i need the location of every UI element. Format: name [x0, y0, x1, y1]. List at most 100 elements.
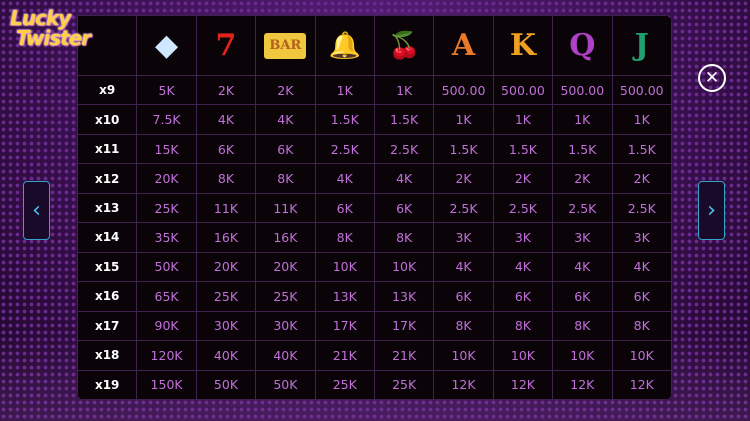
payout-row: x17 90K 30K 30K 17K 17K 8K 8K 8K 8K [77, 310, 672, 342]
payout-value: 2K [492, 163, 554, 194]
payout-row: x9 5K 2K 2K 1K 1K 500.00 500.00 500.00 500.00 [77, 74, 672, 106]
payout-value: 6K [255, 133, 316, 165]
payout-value: 8K [433, 310, 494, 342]
match-count-label: x15 [77, 251, 138, 283]
close-button[interactable]: ✕ [698, 64, 726, 92]
payout-value: 3K [492, 222, 554, 253]
payout-value: 10K [314, 251, 375, 283]
payout-value: 1K [611, 104, 672, 135]
payout-value: 2.5K [373, 133, 435, 165]
payout-value: 3K [552, 222, 613, 253]
match-count-label: x9 [77, 74, 138, 106]
payout-value: 15K [136, 133, 197, 165]
payout-value: 11K [255, 192, 316, 224]
payout-value: 2.5K [314, 133, 375, 165]
payout-value: 2.5K [433, 192, 494, 224]
Q-symbol-icon: Q [569, 27, 596, 63]
payout-value: 4K [255, 104, 316, 135]
payout-value: 1K [433, 104, 494, 135]
payout-value: 25K [195, 281, 257, 312]
match-count-label: x18 [77, 340, 138, 371]
payout-value: 500.00 [611, 74, 672, 106]
symbol-header-diamond: ◆ [136, 15, 197, 76]
payout-value: 8K [552, 310, 613, 342]
payout-value: 10K [373, 251, 435, 283]
payout-value: 13K [373, 281, 435, 312]
payout-value: 12K [552, 369, 613, 400]
symbol-header-cherries: 🍒 [373, 15, 435, 76]
payout-value: 8K [492, 310, 554, 342]
payout-value: 7.5K [136, 104, 197, 135]
payout-value: 50K [136, 251, 197, 283]
payout-value: 4K [195, 104, 257, 135]
payout-value: 4K [314, 163, 375, 194]
payout-value: 2K [611, 163, 672, 194]
payout-row: x15 50K 20K 20K 10K 10K 4K 4K 4K 4K [77, 251, 672, 283]
seven-symbol-icon: 7 [215, 27, 237, 63]
payout-value: 500.00 [433, 74, 494, 106]
payout-value: 1.5K [611, 133, 672, 165]
payout-row: x12 20K 8K 8K 4K 4K 2K 2K 2K 2K [77, 163, 672, 194]
payout-value: 30K [195, 310, 257, 342]
payout-row: x14 35K 16K 16K 8K 8K 3K 3K 3K 3K [77, 222, 672, 253]
payout-value: 4K [433, 251, 494, 283]
payout-value: 2.5K [492, 192, 554, 224]
A-symbol-icon: A [451, 27, 476, 63]
payout-value: 6K [314, 192, 375, 224]
payout-value: 40K [255, 340, 316, 371]
payout-value: 150K [136, 369, 197, 400]
payout-value: 50K [195, 369, 257, 400]
payout-value: 17K [314, 310, 375, 342]
payout-value: 40K [195, 340, 257, 371]
payout-value: 1.5K [433, 133, 494, 165]
payout-value: 20K [255, 251, 316, 283]
payout-value: 2K [433, 163, 494, 194]
prev-page-button[interactable]: ‹ [23, 181, 50, 240]
payout-value: 3K [433, 222, 494, 253]
paytable: ◆ 7 BAR 🔔 🍒 A K Q J x9 5K 2K 2K 1K 1K 500.00 500.00 500.… [77, 15, 672, 400]
payout-value: 8K [611, 310, 672, 342]
payout-value: 120K [136, 340, 197, 371]
payout-value: 21K [314, 340, 375, 371]
payout-value: 1K [314, 74, 375, 106]
match-count-label: x11 [77, 133, 138, 165]
symbol-header-Q: Q [552, 15, 613, 76]
payout-value: 1.5K [552, 133, 613, 165]
close-icon: ✕ [704, 68, 720, 88]
payout-value: 20K [195, 251, 257, 283]
payout-value: 8K [195, 163, 257, 194]
payout-value: 1K [552, 104, 613, 135]
payout-value: 12K [492, 369, 554, 400]
payout-value: 4K [492, 251, 554, 283]
corner-cell [77, 15, 138, 76]
symbol-header-A: A [433, 15, 494, 76]
payout-value: 12K [433, 369, 494, 400]
payout-value: 8K [314, 222, 375, 253]
K-symbol-icon: K [509, 27, 536, 63]
payout-value: 6K [195, 133, 257, 165]
payout-value: 1K [492, 104, 554, 135]
payout-row: x10 7.5K 4K 4K 1.5K 1.5K 1K 1K 1K 1K [77, 104, 672, 135]
payout-value: 10K [492, 340, 554, 371]
bell-symbol-icon: 🔔 [328, 30, 361, 61]
lucky-twister-logo: Lucky Twister [10, 8, 110, 52]
diamond-symbol-icon: ◆ [155, 27, 179, 63]
payout-value: 2K [195, 74, 257, 106]
payout-value: 20K [136, 163, 197, 194]
symbol-header-bell: 🔔 [314, 15, 375, 76]
payout-value: 500.00 [492, 74, 554, 106]
payout-value: 3K [611, 222, 672, 253]
cherries-symbol-icon: 🍒 [387, 30, 421, 61]
payout-value: 30K [255, 310, 316, 342]
match-count-label: x13 [77, 192, 138, 224]
symbol-header-row: ◆ 7 BAR 🔔 🍒 A K Q J [77, 15, 672, 76]
payout-row: x13 25K 11K 11K 6K 6K 2.5K 2.5K 2.5K 2.5K [77, 192, 672, 224]
bar-symbol-icon: BAR [264, 32, 307, 59]
match-count-label: x14 [77, 222, 138, 253]
payout-row: x18 120K 40K 40K 21K 21K 10K 10K 10K 10K [77, 340, 672, 371]
chevron-right-icon: › [707, 198, 716, 223]
payout-value: 8K [255, 163, 316, 194]
payout-value: 5K [136, 74, 197, 106]
payout-value: 10K [611, 340, 672, 371]
next-page-button[interactable]: › [698, 181, 725, 240]
